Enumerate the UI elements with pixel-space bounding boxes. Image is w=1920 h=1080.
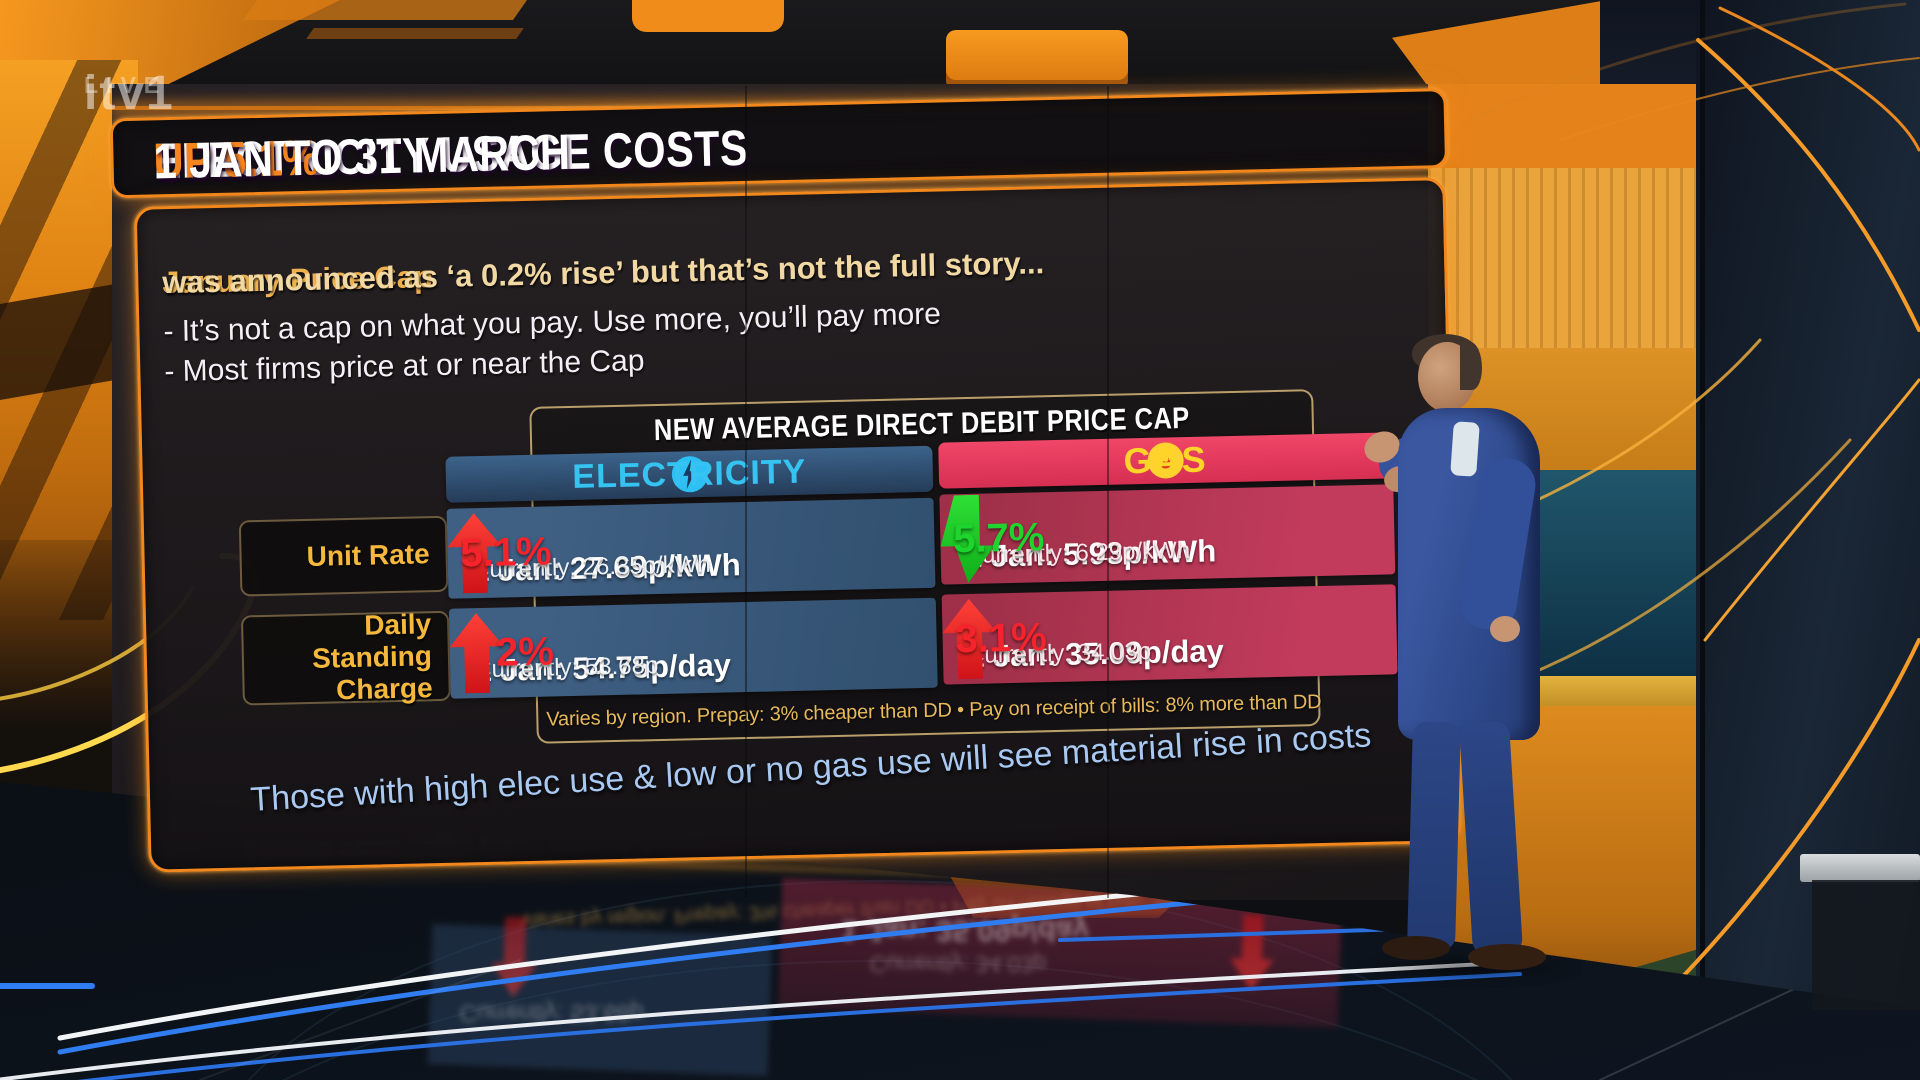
presenter-leg [1458, 720, 1524, 956]
standing-charge-text: Daily Standing Charge [311, 608, 433, 706]
presenter-shirt [1450, 421, 1480, 477]
electricity-unit-rate-cell: 1 Jan: 27.69p/kWh Currently: 26.35p/kWh … [446, 497, 936, 599]
row-label-standing-charge: Daily Standing Charge [240, 608, 451, 706]
gas-standing-change: 3.1% [954, 614, 1048, 661]
lead-rest: was announced as ‘a 0.2% rise’ but that’… [161, 245, 1045, 301]
itv1-logo: itv1 [84, 67, 175, 120]
unit-rate-text: Unit Rate [306, 538, 430, 572]
gas-column-header: GAS [938, 432, 1394, 489]
flame-icon [1147, 442, 1185, 479]
presenter [1340, 320, 1600, 990]
row-label-unit-rate: Unit Rate [238, 515, 449, 597]
presenter-hair [1460, 342, 1482, 390]
gas-label: GAS [1123, 438, 1209, 482]
presenter-shoe [1382, 936, 1450, 960]
presenter-leg [1407, 721, 1461, 951]
bullet-1: - It’s not a cap on what you pay. Use mo… [163, 297, 942, 349]
electricity-label: ELECTRICITY [571, 452, 807, 496]
gas-unit-rate-cell: 1 Jan: 5.93p/kWh Currently: 6.29p/kWh 5.… [939, 484, 1396, 585]
wall-band [1428, 168, 1696, 348]
live-badge: LIVE [84, 72, 168, 98]
screen-seam [1107, 86, 1109, 898]
orange-panel [632, 0, 784, 32]
content-panel: January Price Cap was announced as ‘a 0.… [133, 177, 1461, 873]
bullet-2: - Most firms price at or near the Cap [164, 344, 645, 389]
gas-unit-change: 5.7% [952, 514, 1045, 561]
presenter-shoe [1468, 944, 1546, 970]
orange-panel [946, 30, 1128, 90]
elec-unit-change: 5.1% [459, 528, 553, 575]
elec-standing-change: 2% [495, 628, 555, 675]
electricity-standing-cell: 1 Jan: 54.75p/day Currently: 53.68p 2% [448, 597, 938, 699]
headline-part2: 1 JAN TO 31 MARCH [152, 123, 571, 190]
screen-seam [745, 86, 747, 898]
gas-standing-cell: 1 Jan: 35.09p/day Currently: 34.03p 3.1% [941, 584, 1398, 685]
presenter-hand [1490, 616, 1520, 642]
